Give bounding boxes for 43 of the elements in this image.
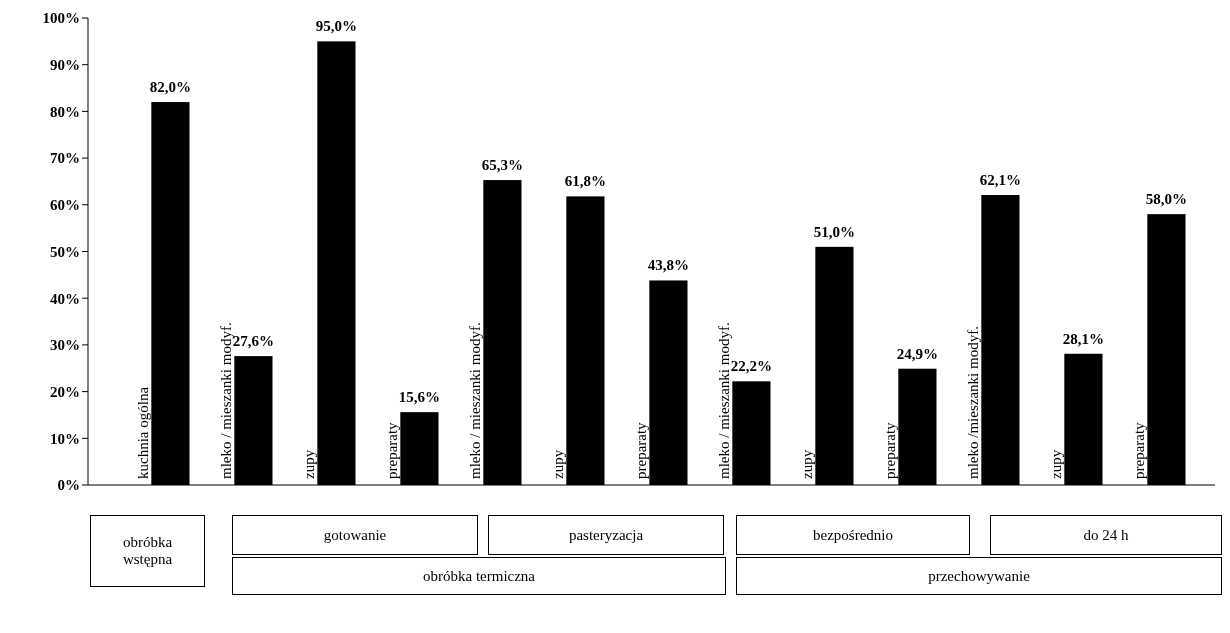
x-tick-label: mleko / mieszanki modyf. — [466, 322, 483, 479]
group-box: pasteryzacja — [488, 515, 724, 555]
y-tick-label: 10% — [50, 430, 80, 447]
data-label: 15,6% — [398, 389, 441, 406]
y-tick-label: 40% — [50, 290, 80, 307]
data-label: 65,3% — [481, 157, 524, 174]
x-tick-label: preparaty — [881, 421, 898, 479]
x-tick-label: mleko /mieszanki modyf. — [964, 326, 981, 479]
x-tick-label: preparaty — [632, 421, 649, 479]
x-tick-label: preparaty — [383, 421, 400, 479]
y-tick-label: 70% — [50, 150, 80, 167]
data-label: 61,8% — [564, 173, 607, 190]
y-tick-label: 20% — [50, 383, 80, 400]
x-tick-label: preparaty — [1130, 421, 1147, 479]
y-tick-label: 90% — [50, 57, 80, 74]
group-box: obróbka termiczna — [232, 557, 726, 595]
data-label: 51,0% — [813, 223, 856, 240]
data-label: 43,8% — [647, 257, 690, 274]
group-box: do 24 h — [990, 515, 1222, 555]
data-label: 62,1% — [979, 171, 1022, 188]
x-tick-label: zupy — [300, 449, 317, 479]
y-tick-label: 100% — [42, 10, 80, 27]
group-box: obróbka wstępna — [90, 515, 205, 587]
x-tick-label: mleko / mieszanki modyf. — [217, 322, 234, 479]
y-tick-label: 0% — [57, 477, 80, 494]
y-tick-label: 50% — [50, 243, 80, 260]
data-label: 24,9% — [896, 345, 939, 362]
x-tick-label: zupy — [798, 449, 815, 479]
group-box: bezpośrednio — [736, 515, 970, 555]
x-tick-label: mleko / mieszanki modyf. — [715, 322, 732, 479]
data-label: 28,1% — [1062, 330, 1105, 347]
x-tick-label: kuchnia ogólna — [134, 386, 151, 479]
y-tick-label: 80% — [50, 103, 80, 120]
group-box: przechowywanie — [736, 557, 1222, 595]
group-box: gotowanie — [232, 515, 478, 555]
data-label: 22,2% — [730, 358, 773, 375]
data-label: 95,0% — [315, 18, 358, 35]
data-label: 82,0% — [149, 79, 192, 96]
x-tick-label: zupy — [549, 449, 566, 479]
y-tick-label: 60% — [50, 197, 80, 214]
data-label: 58,0% — [1145, 191, 1188, 208]
x-tick-label: zupy — [1047, 449, 1064, 479]
y-tick-label: 30% — [50, 337, 80, 354]
